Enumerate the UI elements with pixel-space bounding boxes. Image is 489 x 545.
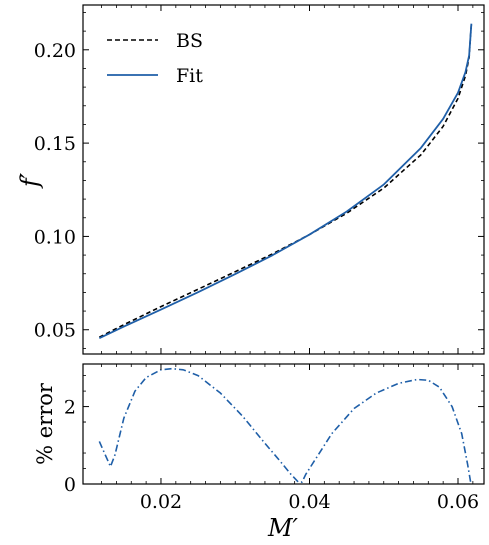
top-panel: 0.05 0.10 0.15 0.20 f′ BS Fit (16, 4, 485, 355)
legend-label-bs: BS (176, 30, 203, 52)
bottom-plot-frame (82, 363, 485, 485)
bottom-y-tick-label: 0 (64, 474, 76, 496)
bottom-panel: 0.02 0.04 0.06 0 2 % error M′ (33, 363, 485, 542)
legend: BS Fit (107, 30, 203, 87)
bottom-ticks-group: 0.02 0.04 0.06 0 2 (64, 364, 484, 513)
x-axis-label: M′ (267, 514, 299, 542)
top-series-bs-line (98, 23, 473, 338)
top-plot-frame (82, 4, 485, 355)
top-y-tick-label: 0.05 (34, 320, 76, 342)
top-ticks-group: 0.05 0.10 0.15 0.20 (34, 5, 484, 354)
legend-label-fit: Fit (176, 65, 203, 87)
top-series-group (98, 23, 473, 339)
top-series-fit-line (98, 23, 473, 339)
top-y-tick-label: 0.20 (34, 40, 76, 62)
x-tick-label: 0.02 (140, 491, 182, 513)
top-y-axis-label: f′ (16, 172, 44, 189)
bottom-y-axis-label: % error (33, 382, 57, 465)
x-tick-label: 0.06 (437, 491, 479, 513)
top-y-tick-label: 0.10 (34, 226, 76, 248)
x-tick-label: 0.04 (288, 491, 330, 513)
top-y-tick-label: 0.15 (34, 133, 76, 155)
bottom-y-tick-label: 2 (64, 397, 76, 419)
bottom-series-error-line (98, 367, 473, 483)
bottom-series-group (98, 367, 473, 483)
